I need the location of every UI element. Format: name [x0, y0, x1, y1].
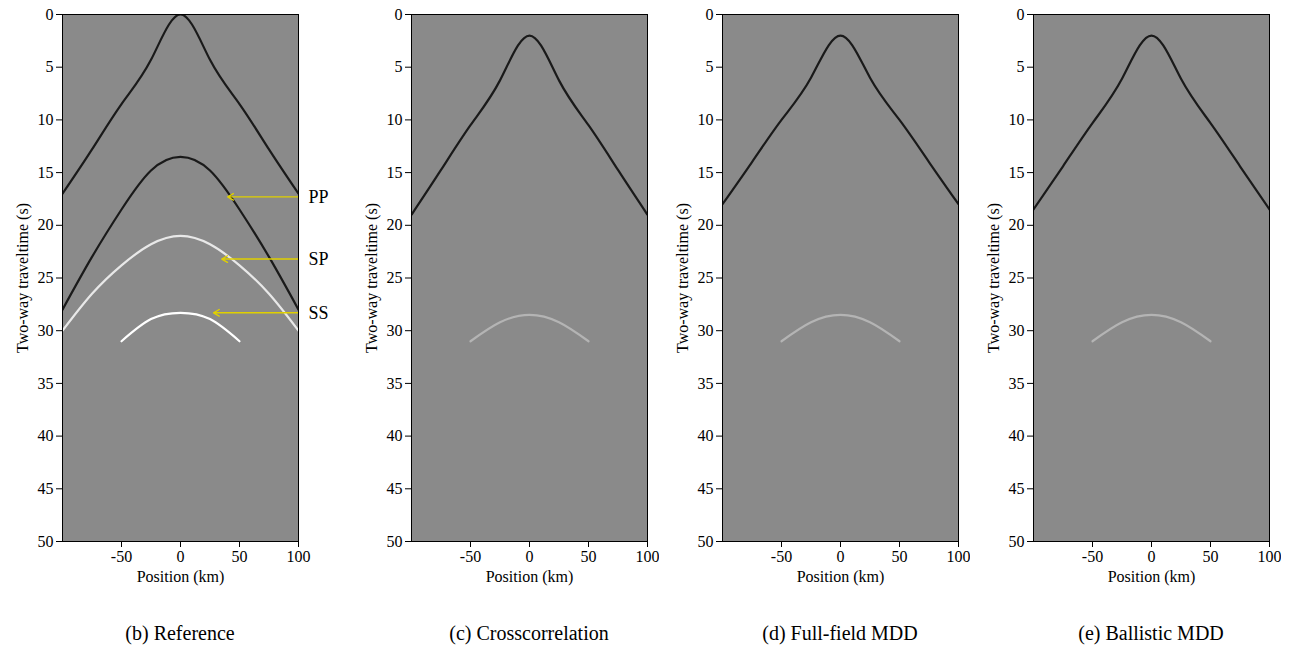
- svg-text:35: 35: [1009, 375, 1025, 392]
- svg-text:45: 45: [698, 480, 714, 497]
- svg-text:30: 30: [38, 322, 54, 339]
- svg-text:Two-way traveltime (s): Two-way traveltime (s): [985, 203, 1003, 353]
- svg-text:100: 100: [947, 548, 971, 565]
- svg-text:Position (km): Position (km): [137, 568, 225, 586]
- svg-text:50: 50: [232, 548, 248, 565]
- html-text:(c) Crosscorrelation: (c) Crosscorrelation: [449, 622, 609, 644]
- svg-text:30: 30: [387, 322, 403, 339]
- svg-text:5: 5: [1017, 58, 1025, 75]
- html-text:(e) Ballistic MDD: (e) Ballistic MDD: [1078, 622, 1224, 644]
- svg-text:20: 20: [387, 216, 403, 233]
- svg-text:Position (km): Position (km): [1108, 568, 1196, 586]
- svg-text:-50: -50: [460, 548, 481, 565]
- svg-text:15: 15: [38, 164, 54, 181]
- svg-text:25: 25: [38, 269, 54, 286]
- svg-text:SS: SS: [309, 303, 329, 323]
- svg-text:20: 20: [1009, 216, 1025, 233]
- svg-text:35: 35: [38, 375, 54, 392]
- svg-text:0: 0: [1148, 548, 1156, 565]
- svg-text:35: 35: [698, 375, 714, 392]
- svg-text:20: 20: [698, 216, 714, 233]
- svg-text:0: 0: [837, 548, 845, 565]
- svg-text:15: 15: [1009, 164, 1025, 181]
- svg-text:-50: -50: [111, 548, 132, 565]
- svg-text:40: 40: [698, 427, 714, 444]
- svg-text:25: 25: [698, 269, 714, 286]
- svg-text:PP: PP: [309, 187, 329, 207]
- svg-text:Two-way traveltime (s): Two-way traveltime (s): [363, 203, 381, 353]
- svg-text:15: 15: [698, 164, 714, 181]
- svg-text:10: 10: [387, 111, 403, 128]
- svg-text:40: 40: [387, 427, 403, 444]
- svg-text:-50: -50: [1082, 548, 1103, 565]
- svg-text:15: 15: [387, 164, 403, 181]
- svg-text:50: 50: [1203, 548, 1219, 565]
- svg-text:Position (km): Position (km): [486, 568, 574, 586]
- svg-text:100: 100: [1258, 548, 1282, 565]
- svg-text:10: 10: [1009, 111, 1025, 128]
- svg-text:40: 40: [1009, 427, 1025, 444]
- svg-text:Two-way traveltime (s): Two-way traveltime (s): [674, 203, 692, 353]
- svg-text:50: 50: [581, 548, 597, 565]
- svg-text:0: 0: [1017, 6, 1025, 23]
- svg-text:-50: -50: [771, 548, 792, 565]
- svg-text:50: 50: [38, 533, 54, 550]
- svg-text:5: 5: [46, 58, 54, 75]
- html-text:(b) Reference: (b) Reference: [125, 622, 235, 644]
- svg-text:30: 30: [1009, 322, 1025, 339]
- svg-text:45: 45: [1009, 480, 1025, 497]
- svg-text:Two-way traveltime (s): Two-way traveltime (s): [14, 203, 32, 353]
- svg-text:50: 50: [1009, 533, 1025, 550]
- svg-text:25: 25: [1009, 269, 1025, 286]
- svg-text:0: 0: [526, 548, 534, 565]
- svg-text:10: 10: [38, 111, 54, 128]
- svg-text:35: 35: [387, 375, 403, 392]
- svg-text:0: 0: [177, 548, 185, 565]
- html-text:(d) Full-field MDD: (d) Full-field MDD: [762, 622, 918, 644]
- svg-text:100: 100: [287, 548, 311, 565]
- svg-text:10: 10: [698, 111, 714, 128]
- svg-text:30: 30: [698, 322, 714, 339]
- svg-text:50: 50: [892, 548, 908, 565]
- svg-text:25: 25: [387, 269, 403, 286]
- svg-text:50: 50: [698, 533, 714, 550]
- svg-text:0: 0: [395, 6, 403, 23]
- svg-text:5: 5: [395, 58, 403, 75]
- svg-text:45: 45: [387, 480, 403, 497]
- svg-text:Position (km): Position (km): [797, 568, 885, 586]
- svg-text:20: 20: [38, 216, 54, 233]
- svg-text:5: 5: [706, 58, 714, 75]
- svg-text:0: 0: [46, 6, 54, 23]
- svg-text:50: 50: [387, 533, 403, 550]
- svg-text:100: 100: [636, 548, 660, 565]
- svg-text:40: 40: [38, 427, 54, 444]
- svg-text:45: 45: [38, 480, 54, 497]
- svg-text:SP: SP: [309, 249, 329, 269]
- svg-text:0: 0: [706, 6, 714, 23]
